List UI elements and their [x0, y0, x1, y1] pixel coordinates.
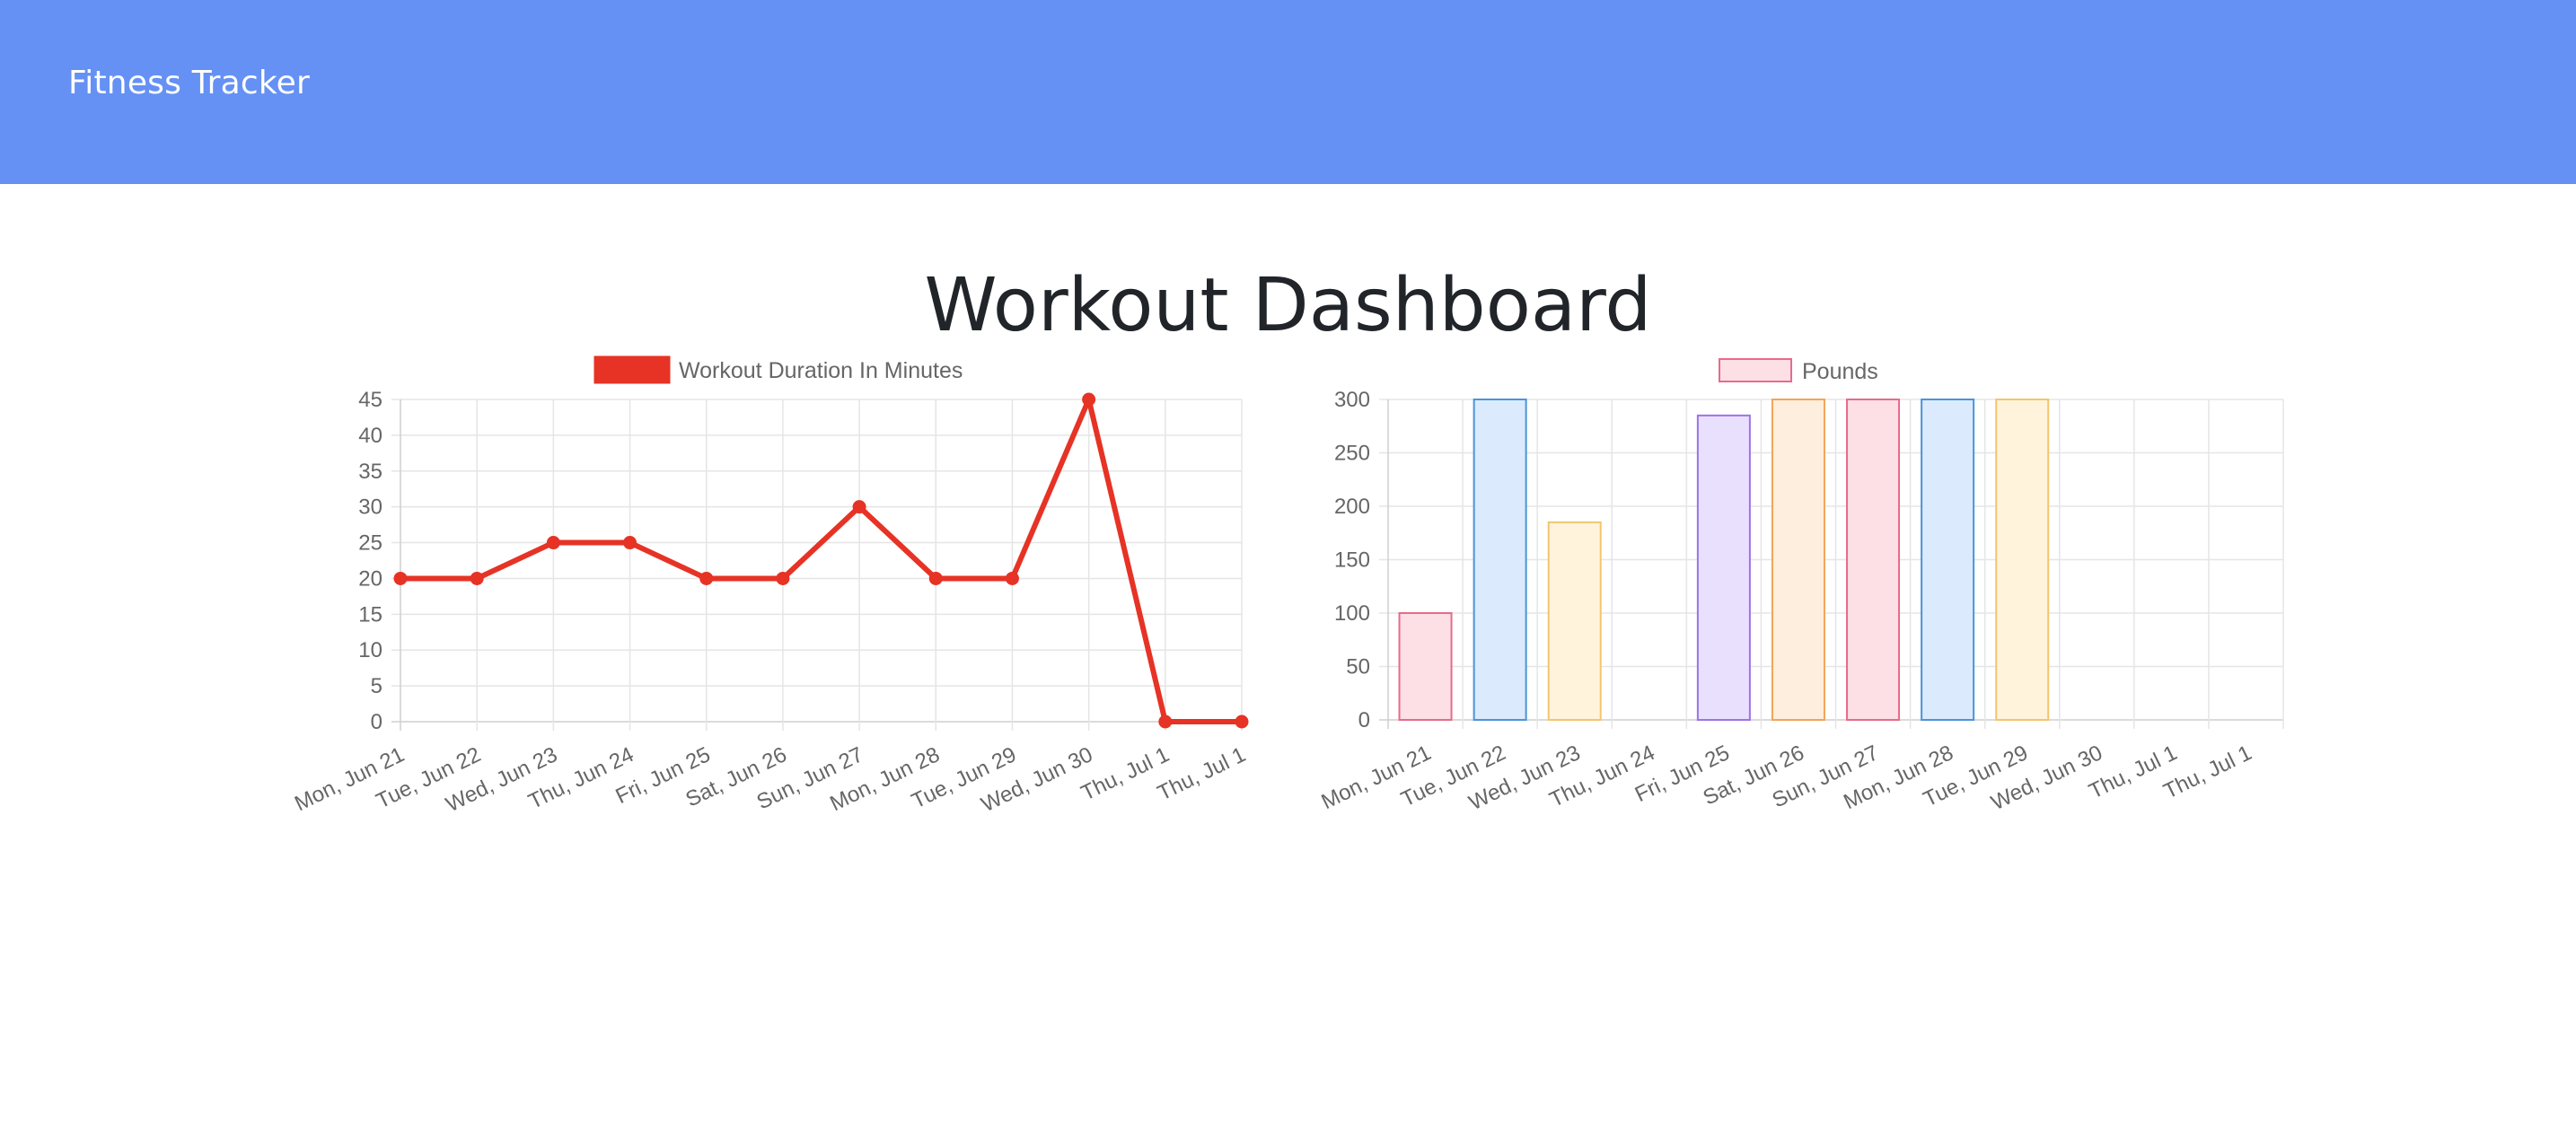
y-tick-label: 0: [371, 710, 382, 734]
bar-sat-jun-26: [1771, 399, 1825, 721]
data-point: [546, 536, 560, 550]
data-point: [1082, 392, 1096, 407]
bar-fri-jun-25: [1696, 414, 1751, 721]
y-tick-label: 5: [371, 674, 382, 698]
legend-swatch: [593, 355, 671, 384]
y-tick-label: 0: [1358, 708, 1370, 732]
y-tick-label: 45: [358, 388, 382, 412]
data-point: [470, 571, 484, 585]
page-title: Workout Dashboard: [924, 262, 1652, 348]
bar-tue-jun-22: [1473, 399, 1527, 721]
data-point: [393, 571, 408, 585]
data-point: [699, 571, 714, 585]
data-point: [1235, 715, 1249, 729]
bar-mon-jun-21: [1398, 612, 1453, 721]
y-tick-label: 15: [358, 602, 382, 627]
series-line-workout-duration: [400, 397, 1242, 724]
y-tick-label: 20: [358, 566, 382, 591]
data-point: [1158, 715, 1173, 729]
data-point: [776, 571, 790, 585]
bar-tue-jun-29: [1995, 399, 2050, 721]
y-tick-label: 35: [358, 460, 382, 484]
y-tick-label: 250: [1334, 442, 1370, 466]
y-tick-label: 30: [358, 495, 382, 520]
bar-wed-jun-23: [1547, 521, 1602, 721]
legend-swatch: [1719, 358, 1792, 382]
bar-sun-jun-27: [1846, 399, 1901, 721]
data-point: [928, 571, 943, 585]
y-tick-label: 300: [1334, 388, 1370, 412]
y-tick-label: 40: [358, 424, 382, 448]
legend-label: Workout Duration In Minutes: [679, 358, 963, 383]
legend-label: Pounds: [1802, 359, 1878, 384]
y-tick-label: 150: [1334, 548, 1370, 573]
y-tick-label: 200: [1334, 495, 1370, 519]
y-tick-label: 100: [1334, 601, 1370, 626]
y-tick-label: 50: [1346, 655, 1370, 679]
data-point: [623, 536, 637, 550]
data-point: [852, 500, 866, 514]
y-tick-label: 10: [358, 638, 382, 662]
bar-mon-jun-28: [1921, 399, 1975, 721]
navbar: Fitness Tracker: [0, 0, 2576, 184]
navbar-brand[interactable]: Fitness Tracker: [68, 65, 310, 101]
data-point: [1005, 571, 1019, 585]
y-tick-label: 25: [358, 531, 382, 556]
